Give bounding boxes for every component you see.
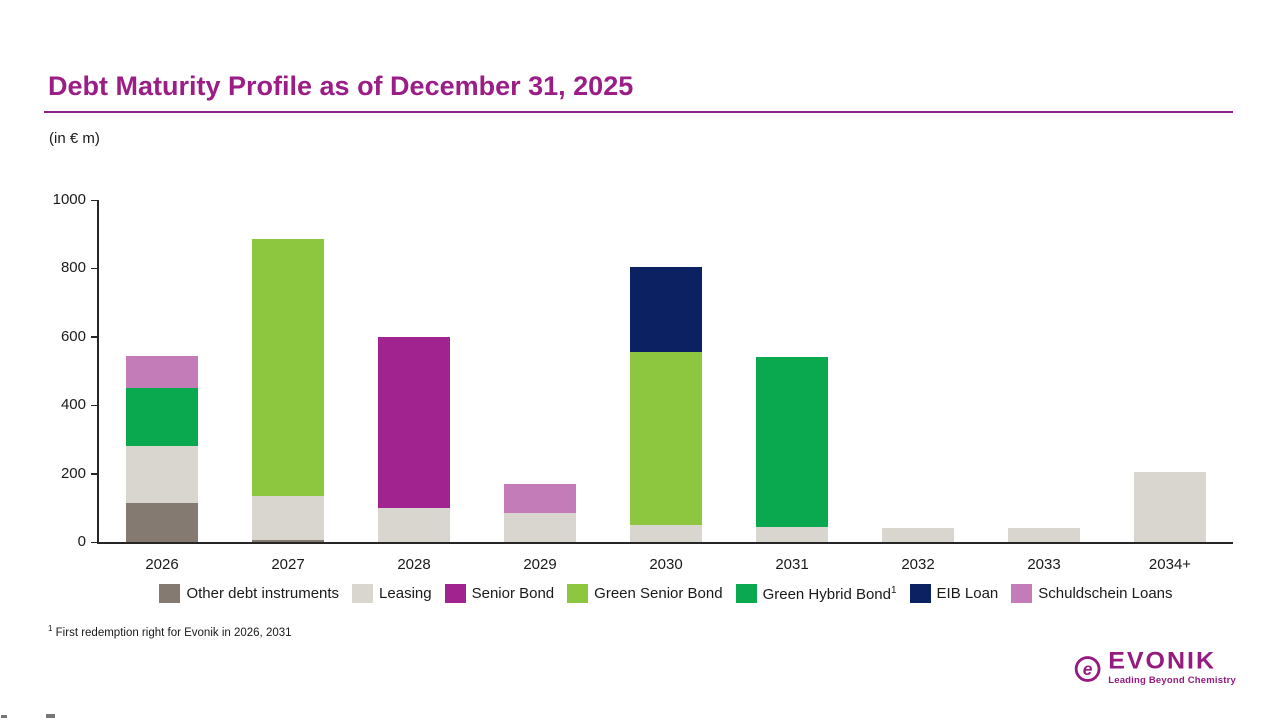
x-tick-label-2026: 2026: [145, 556, 179, 573]
footnote-marker: 1: [48, 624, 53, 633]
bar-segment-leasing-2034plus: [1134, 471, 1206, 542]
legend-label: Schuldschein Loans: [1038, 585, 1173, 602]
bar-segment-leasing-2031: [756, 526, 828, 542]
legend-label: Leasing: [379, 585, 432, 602]
y-tick-label: 600: [60, 327, 86, 345]
legend-item-eib-loan: EIB Loan: [909, 584, 999, 603]
legend-item-green-hybrid-bond: Green Hybrid Bond1: [735, 584, 897, 603]
y-tick: [91, 473, 98, 475]
bar-segment-schuldschein-loans-2029: [504, 483, 576, 513]
y-tick: [91, 336, 98, 338]
legend-label: EIB Loan: [936, 585, 999, 602]
bar-segment-eib-loan-2030: [630, 266, 702, 353]
legend-item-green-senior-bond: Green Senior Bond: [567, 584, 723, 603]
logo-wordmark: EVONIK: [1108, 647, 1217, 675]
legend-item-other-debt-instruments: Other debt instruments: [159, 584, 339, 603]
bar-segment-leasing-2026: [126, 446, 198, 503]
bar-segment-green-hybrid-bond-2026: [126, 388, 198, 447]
x-tick-label-2029: 2029: [523, 556, 557, 573]
bar-segment-leasing-2032: [882, 528, 954, 542]
bar-segment-green-senior-bond-2027: [252, 239, 324, 496]
bar-segment-other-debt-instruments-2026: [126, 502, 198, 542]
title-underline: [44, 111, 1233, 113]
page-title: Debt Maturity Profile as of December 31,…: [48, 71, 634, 101]
y-axis: [97, 200, 99, 542]
legend-footnote-marker: 1: [890, 584, 897, 596]
bar-segment-leasing-2033: [1008, 528, 1080, 542]
chart-legend: Other debt instruments Leasing Senior Bond…: [98, 584, 1234, 603]
bar-segment-leasing-2028: [378, 507, 450, 542]
y-tick-label: 200: [60, 464, 86, 482]
legend-label: Other debt instruments: [186, 585, 340, 602]
x-tick-label-2028: 2028: [397, 556, 431, 573]
footnote-text: First redemption right for Evonik in 202…: [55, 626, 292, 639]
y-tick-label: 0: [77, 533, 86, 550]
x-tick-label-2032: 2032: [901, 556, 935, 573]
y-tick-label: 400: [60, 396, 86, 414]
cutoff-footer-fragment: [46, 714, 55, 718]
footnote: 1 First redemption right for Evonik in 2…: [48, 624, 292, 639]
legend-swatch-icon: [909, 584, 931, 603]
bar-segment-leasing-2030: [630, 524, 702, 542]
bar-segment-green-hybrid-bond-2031: [756, 357, 828, 527]
evonik-logo: e EVONIK Leading Beyond Chemistry: [1074, 648, 1236, 692]
bar-segment-leasing-2029: [504, 512, 576, 542]
x-tick-label-2034plus: 2034+: [1148, 556, 1192, 573]
y-tick: [91, 199, 98, 201]
logo-tagline: Leading Beyond Chemistry: [1108, 675, 1236, 686]
svg-text:e: e: [1083, 659, 1093, 679]
legend-swatch-icon: [159, 584, 181, 603]
legend-label: Green Hybrid Bond1: [762, 584, 897, 603]
y-tick-label: 1000: [52, 191, 86, 208]
bar-segment-schuldschein-loans-2026: [126, 355, 198, 389]
bar-segment-other-debt-instruments-2027: [252, 540, 324, 542]
legend-swatch-icon: [735, 584, 757, 603]
y-tick: [91, 541, 98, 543]
legend-item-leasing: Leasing: [352, 584, 432, 603]
x-tick-label-2027: 2027: [271, 556, 305, 573]
cutoff-footer-fragment: [1, 715, 7, 718]
x-axis: [97, 542, 1233, 544]
legend-swatch-icon: [1011, 584, 1033, 603]
x-tick-label-2030: 2030: [649, 556, 683, 573]
evonik-emblem-icon: e: [1074, 656, 1101, 682]
legend-label: Senior Bond: [471, 585, 555, 602]
y-tick: [91, 404, 98, 407]
x-tick-label-2031: 2031: [775, 556, 809, 573]
legend-label: Green Senior Bond: [594, 585, 723, 602]
legend-item-senior-bond: Senior Bond: [444, 584, 555, 603]
legend-swatch-icon: [567, 584, 589, 603]
axis-unit-label: (in € m): [49, 130, 100, 147]
legend-swatch-icon: [444, 584, 466, 603]
bar-segment-senior-bond-2028: [378, 336, 450, 508]
bar-segment-leasing-2027: [252, 495, 324, 541]
legend-item-schuldschein-loans: Schuldschein Loans: [1011, 584, 1173, 603]
logo-text-block: EVONIK Leading Beyond Chemistry: [1108, 648, 1236, 686]
x-tick-label-2033: 2033: [1027, 556, 1061, 573]
y-tick: [91, 267, 98, 270]
legend-swatch-icon: [352, 584, 374, 603]
y-tick-label: 800: [60, 259, 86, 277]
bar-segment-green-senior-bond-2030: [630, 352, 702, 525]
